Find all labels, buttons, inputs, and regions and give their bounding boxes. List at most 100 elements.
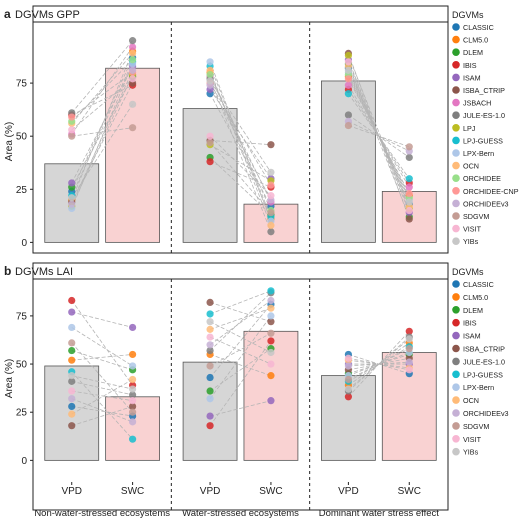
legend-item-label: SDGVM: [463, 422, 489, 431]
y-axis-label: Area (%): [4, 359, 15, 398]
point-swc: [267, 312, 275, 320]
x-category-label: SWC: [121, 486, 144, 497]
y-axis-label: Area (%): [4, 122, 15, 161]
point-vpd: [206, 138, 214, 147]
legend-marker: [452, 357, 460, 366]
legend-item-label: JULE-ES-1.0: [463, 357, 505, 366]
connector-line: [209, 302, 272, 323]
x-category-label: VPD: [200, 486, 221, 497]
point-swc: [267, 372, 275, 380]
point-vpd: [344, 362, 352, 370]
point-swc: [267, 360, 275, 368]
point-swc: [405, 143, 413, 151]
point-vpd: [206, 325, 214, 333]
point-swc: [267, 329, 275, 337]
x-category-label: VPD: [338, 486, 359, 497]
connector-line: [209, 93, 272, 207]
point-vpd: [68, 339, 76, 347]
point-swc: [129, 418, 137, 426]
point-swc: [405, 366, 413, 374]
point-vpd: [68, 323, 76, 332]
point-vpd: [206, 395, 214, 403]
point-swc: [267, 209, 275, 217]
legend-item-label: CLM5.0: [463, 36, 488, 45]
legend-marker: [452, 98, 460, 107]
connector-line: [348, 65, 410, 207]
connector-line: [209, 292, 272, 351]
connector-line: [348, 70, 410, 203]
legend-item-label: OCN: [463, 162, 479, 171]
legend-marker: [452, 48, 460, 56]
legend-item-label: ORCHIDEEv3: [463, 409, 509, 418]
point-vpd: [68, 296, 76, 305]
connector-line: [209, 300, 272, 346]
point-vpd: [344, 385, 352, 393]
connector-line: [348, 53, 410, 220]
legend-item-label: OCN: [463, 396, 479, 405]
legend-item-label: SDGVM: [463, 212, 489, 221]
legend-marker: [452, 86, 460, 94]
point-swc: [267, 337, 275, 345]
point-vpd: [206, 362, 214, 370]
panel-title: DGVMs LAI: [15, 266, 73, 278]
point-swc: [267, 221, 275, 229]
connector-line: [71, 72, 133, 118]
connector-line: [209, 142, 272, 213]
point-vpd: [206, 387, 214, 395]
point-swc: [129, 391, 137, 399]
group-label: Dominant water stress effect: [319, 508, 440, 519]
legend-marker: [452, 237, 460, 245]
point-vpd: [206, 158, 214, 166]
point-vpd: [68, 422, 76, 430]
point-swc: [129, 56, 137, 64]
point-swc: [129, 37, 137, 45]
legend-item-label: ISBA_CTRIP: [463, 345, 505, 354]
connector-line: [71, 390, 133, 402]
legend-marker: [452, 422, 460, 430]
connector-line: [71, 300, 133, 386]
legend-item-label: VISIT: [463, 225, 482, 234]
point-swc: [129, 124, 137, 132]
connector-line: [71, 342, 133, 413]
connector-line: [71, 311, 133, 328]
point-vpd: [344, 58, 352, 66]
point-swc: [267, 397, 275, 405]
point-vpd: [206, 318, 214, 326]
point-swc: [267, 304, 275, 312]
point-vpd: [206, 298, 214, 307]
point-vpd: [206, 373, 214, 382]
connector-line: [209, 61, 272, 222]
point-swc: [405, 358, 413, 366]
legend-item-label: ISBA_CTRIP: [463, 86, 505, 95]
connector-line: [71, 82, 133, 203]
legend-item-label: JULE-ES-1.0: [463, 111, 505, 120]
point-vpd: [68, 132, 76, 140]
legend-marker: [452, 318, 460, 327]
point-vpd: [68, 308, 76, 316]
point-vpd: [344, 66, 352, 74]
connector-line: [348, 338, 410, 390]
connector-line: [71, 53, 133, 124]
point-vpd: [68, 395, 76, 403]
connector-line: [209, 400, 272, 417]
point-vpd: [344, 81, 352, 89]
point-swc: [405, 335, 413, 343]
point-vpd: [206, 132, 214, 140]
point-swc: [129, 375, 137, 384]
point-swc: [129, 43, 137, 51]
connector-line: [209, 304, 272, 378]
panel-a-gpp: a DGVMs GPP Area (%) 0 25 50 75 DGVMs CLASSIC CLM…: [4, 5, 519, 254]
legend-title: DGVMs: [452, 10, 484, 20]
legend-item-label: LPX-Bern: [463, 383, 494, 392]
panel-b-lai: b DGVMs LAI Area (%) 0 25 50 75 VPD SWC VPD SWC VPD…: [4, 262, 509, 511]
point-vpd: [68, 387, 76, 395]
legend-item-label: VISIT: [463, 435, 482, 444]
legend-marker: [452, 73, 460, 82]
connector-line: [71, 350, 133, 371]
point-swc: [405, 327, 413, 335]
y-tick-label: 0: [21, 238, 27, 249]
point-vpd: [68, 346, 76, 355]
point-vpd: [344, 354, 352, 362]
connector-line: [209, 82, 272, 186]
point-vpd: [206, 346, 214, 355]
